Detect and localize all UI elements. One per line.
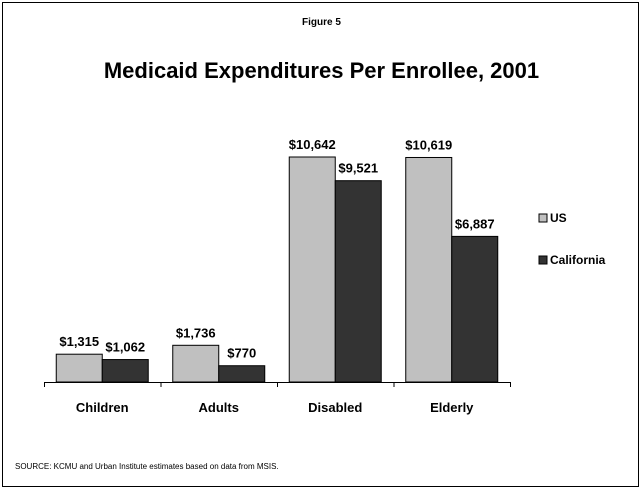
chart-title: Medicaid Expenditures Per Enrollee, 2001 [103,58,540,83]
bar-california-children [101,359,149,383]
legend-label-california: California [550,253,606,267]
bar-us-elderly [405,156,453,383]
legend-label-us: US [550,211,567,225]
category-label-elderly: Elderly [430,400,474,415]
data-label-us-children: $1,315 [59,334,99,349]
legend-swatch-us [538,213,548,223]
data-label-us-elderly: $10,619 [405,137,452,152]
data-label-us-adults: $1,736 [176,325,216,340]
category-label-adults: Adults [199,400,239,415]
data-label-california-children: $1,062 [105,340,145,355]
bar-us-adults [172,344,220,383]
data-label-california-adults: $770 [227,346,256,361]
data-label-california-elderly: $6,887 [455,216,495,231]
category-label-children: Children [76,400,129,415]
bar-us-children [55,353,103,383]
bar-california-adults [218,365,266,383]
data-label-us-disabled: $10,642 [289,137,336,152]
category-label-disabled: Disabled [308,400,362,415]
bar-us-disabled [288,156,336,383]
bar-california-disabled [334,180,382,383]
legend-swatch-california [538,255,548,265]
data-label-california-disabled: $9,521 [338,161,378,176]
bar-california-elderly [451,235,499,383]
source-note: SOURCE: KCMU and Urban Institute estimat… [15,462,279,471]
figure-label: Figure 5 [302,17,341,28]
